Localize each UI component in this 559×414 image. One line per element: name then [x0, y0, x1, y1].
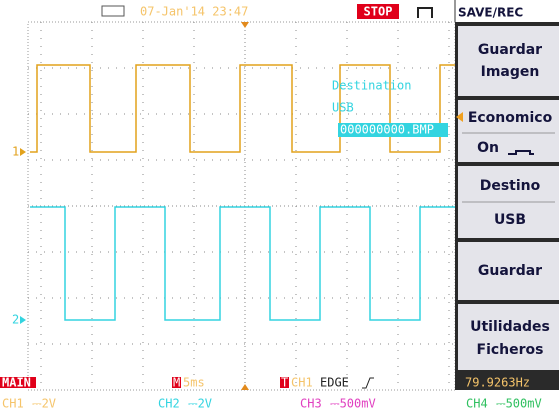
- datetime: 07-Jan'14 23:47: [140, 5, 248, 19]
- menu-label: Ficheros: [477, 342, 544, 358]
- channel-name: CH3: [300, 397, 322, 411]
- trigger-source: CH1: [291, 376, 313, 390]
- mode: MAIN: [2, 376, 31, 390]
- channel-scale: ⎓2V: [32, 397, 56, 411]
- menu-label: Guardar: [478, 263, 542, 279]
- menu-value: USB: [494, 212, 526, 228]
- status: STOP: [364, 5, 393, 19]
- menu-label: Imagen: [481, 64, 540, 80]
- menu-label: Destino: [480, 178, 541, 194]
- menu-title: SAVE/REC: [458, 6, 523, 20]
- trigger-marker: T: [281, 376, 288, 390]
- timebase-marker: M: [173, 376, 180, 390]
- menu-label: Guardar: [478, 42, 542, 58]
- channel-name: CH1: [2, 397, 24, 411]
- menu-button[interactable]: [458, 304, 559, 370]
- overlay-label: Destination: [332, 79, 411, 93]
- trigger-type: EDGE: [320, 376, 349, 390]
- menu-label: Utilidades: [470, 319, 550, 335]
- overlay-device: USB: [332, 101, 354, 115]
- channel-marker: 1: [12, 145, 19, 159]
- channel-scale: ⎓2V: [188, 397, 212, 411]
- overlay-file: 000000000.BMP: [340, 123, 434, 137]
- menu-value: On: [477, 140, 499, 156]
- channel-scale: ⎓500mV: [496, 397, 542, 411]
- menu-button[interactable]: [458, 26, 559, 96]
- menu-label: Economico: [468, 110, 553, 126]
- frequency: 79.9263Hz: [465, 376, 530, 390]
- channel-marker: 2: [12, 313, 19, 327]
- timebase: 5ms: [183, 376, 205, 390]
- channel-name: CH2: [158, 397, 180, 411]
- oscilloscope-screen: 07-Jan'14 23:47 STOP SAVE/REC 1 2 Destin…: [0, 0, 559, 414]
- channel-name: CH4: [466, 397, 488, 411]
- channel-scale: ⎓500mV: [330, 397, 376, 411]
